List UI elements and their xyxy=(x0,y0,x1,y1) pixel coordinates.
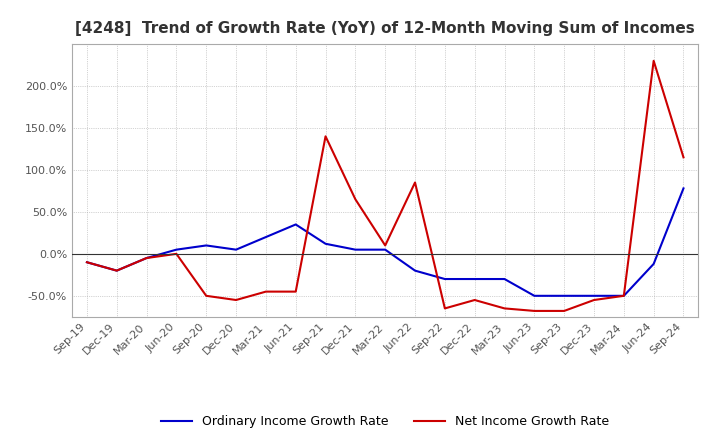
Ordinary Income Growth Rate xyxy=(560,293,569,298)
Net Income Growth Rate xyxy=(261,289,270,294)
Ordinary Income Growth Rate xyxy=(172,247,181,252)
Net Income Growth Rate xyxy=(172,251,181,257)
Net Income Growth Rate xyxy=(679,155,688,160)
Ordinary Income Growth Rate xyxy=(83,260,91,265)
Ordinary Income Growth Rate xyxy=(232,247,240,252)
Ordinary Income Growth Rate xyxy=(261,235,270,240)
Net Income Growth Rate xyxy=(351,197,360,202)
Line: Net Income Growth Rate: Net Income Growth Rate xyxy=(87,61,683,311)
Net Income Growth Rate xyxy=(410,180,419,185)
Net Income Growth Rate xyxy=(292,289,300,294)
Net Income Growth Rate xyxy=(143,255,151,260)
Ordinary Income Growth Rate xyxy=(202,243,210,248)
Net Income Growth Rate xyxy=(83,260,91,265)
Ordinary Income Growth Rate xyxy=(619,293,628,298)
Ordinary Income Growth Rate xyxy=(590,293,598,298)
Net Income Growth Rate xyxy=(649,58,658,63)
Line: Ordinary Income Growth Rate: Ordinary Income Growth Rate xyxy=(87,188,683,296)
Ordinary Income Growth Rate xyxy=(679,186,688,191)
Net Income Growth Rate xyxy=(530,308,539,314)
Ordinary Income Growth Rate xyxy=(292,222,300,227)
Ordinary Income Growth Rate xyxy=(351,247,360,252)
Title: [4248]  Trend of Growth Rate (YoY) of 12-Month Moving Sum of Incomes: [4248] Trend of Growth Rate (YoY) of 12-… xyxy=(76,21,695,36)
Ordinary Income Growth Rate xyxy=(410,268,419,273)
Ordinary Income Growth Rate xyxy=(500,276,509,282)
Ordinary Income Growth Rate xyxy=(112,268,121,273)
Net Income Growth Rate xyxy=(500,306,509,311)
Net Income Growth Rate xyxy=(619,293,628,298)
Ordinary Income Growth Rate xyxy=(143,255,151,260)
Ordinary Income Growth Rate xyxy=(321,241,330,246)
Legend: Ordinary Income Growth Rate, Net Income Growth Rate: Ordinary Income Growth Rate, Net Income … xyxy=(156,411,614,433)
Ordinary Income Growth Rate xyxy=(441,276,449,282)
Net Income Growth Rate xyxy=(470,297,479,303)
Net Income Growth Rate xyxy=(590,297,598,303)
Ordinary Income Growth Rate xyxy=(649,261,658,267)
Net Income Growth Rate xyxy=(441,306,449,311)
Net Income Growth Rate xyxy=(321,134,330,139)
Ordinary Income Growth Rate xyxy=(470,276,479,282)
Net Income Growth Rate xyxy=(381,243,390,248)
Net Income Growth Rate xyxy=(112,268,121,273)
Ordinary Income Growth Rate xyxy=(381,247,390,252)
Net Income Growth Rate xyxy=(560,308,569,314)
Ordinary Income Growth Rate xyxy=(530,293,539,298)
Net Income Growth Rate xyxy=(202,293,210,298)
Net Income Growth Rate xyxy=(232,297,240,303)
